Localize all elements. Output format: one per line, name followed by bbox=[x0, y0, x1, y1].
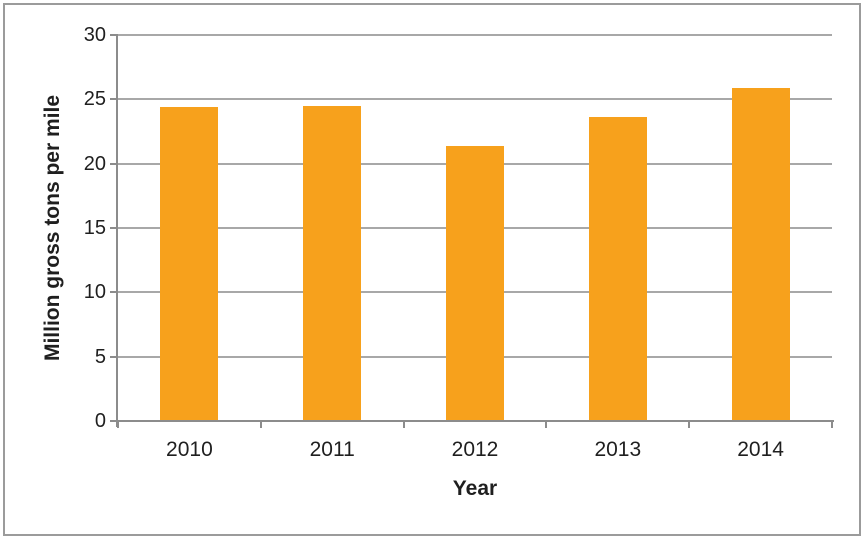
x-tick-mark-5 bbox=[831, 421, 833, 428]
x-axis-title: Year bbox=[452, 477, 498, 500]
x-tick-mark-3 bbox=[545, 421, 548, 428]
x-tick-mark-2 bbox=[402, 421, 405, 428]
bar-2011 bbox=[303, 105, 362, 421]
y-tick-label-25: 25 bbox=[83, 88, 106, 111]
x-tick-mark-0 bbox=[117, 421, 119, 428]
bar-2010 bbox=[160, 107, 219, 421]
y-tick-mark-5 bbox=[110, 355, 118, 358]
y-tick-mark-25 bbox=[110, 98, 118, 101]
y-tick-label-0: 0 bbox=[94, 410, 106, 432]
x-category-label-2014: 2014 bbox=[737, 438, 784, 461]
x-category-label-2012: 2012 bbox=[451, 438, 499, 461]
x-tick-mark-4 bbox=[688, 421, 691, 428]
y-tick-mark-15 bbox=[110, 227, 118, 229]
y-tick-label-20: 20 bbox=[83, 152, 106, 175]
y-tick-label-5: 5 bbox=[94, 345, 106, 368]
bar-2012 bbox=[446, 145, 504, 421]
x-category-label-2010: 2010 bbox=[166, 438, 213, 461]
y-tick-mark-0 bbox=[110, 420, 118, 422]
y-tick-label-30: 30 bbox=[83, 24, 106, 46]
gridline-30 bbox=[118, 34, 832, 36]
x-tick-mark-1 bbox=[259, 421, 262, 428]
x-category-label-2013: 2013 bbox=[594, 438, 642, 461]
x-axis-line bbox=[116, 420, 834, 422]
bar-2013 bbox=[588, 117, 647, 421]
y-axis-line bbox=[116, 35, 118, 427]
x-category-label-2011: 2011 bbox=[309, 438, 355, 461]
y-tick-label-10: 10 bbox=[83, 281, 106, 304]
chart-outer-border bbox=[3, 3, 861, 536]
y-tick-label-15: 15 bbox=[83, 217, 106, 239]
y-axis-title: Million gross tons per mile bbox=[41, 94, 64, 362]
bar-2014 bbox=[731, 87, 790, 421]
y-tick-mark-30 bbox=[110, 34, 118, 36]
y-tick-mark-10 bbox=[110, 291, 118, 294]
y-tick-mark-20 bbox=[110, 162, 118, 165]
gridline-25 bbox=[118, 98, 832, 101]
